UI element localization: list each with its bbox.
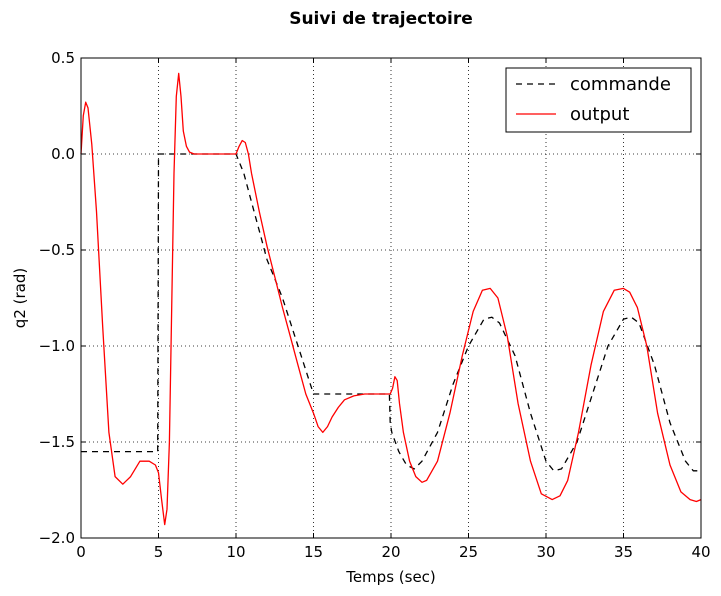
x-axis-label: Temps (sec): [345, 568, 436, 586]
x-tick-label: 20: [381, 543, 400, 561]
x-tick-label: 10: [226, 543, 245, 561]
x-tick-label: 40: [691, 543, 710, 561]
x-tick-label: 0: [76, 543, 86, 561]
y-tick-label: −1.5: [39, 433, 75, 451]
y-tick-label: 0.0: [51, 145, 75, 163]
y-tick-label: −0.5: [39, 241, 75, 259]
series-line-output: [80, 72, 702, 526]
y-tick-label: −2.0: [39, 529, 75, 547]
x-tick-label: 15: [304, 543, 323, 561]
y-tick-label: −1.0: [39, 337, 75, 355]
y-axis-label: q2 (rad): [11, 268, 29, 328]
axis-ticks: [80, 57, 702, 539]
legend-box: [505, 67, 692, 133]
series-layer: [80, 72, 702, 526]
chart-title: Suivi de trajectoire: [289, 9, 473, 29]
legend: commande output: [505, 67, 692, 133]
x-tick-label: 30: [536, 543, 555, 561]
y-tick-label: 0.5: [51, 49, 75, 67]
x-tick-label: 25: [459, 543, 478, 561]
grid-lines: [81, 58, 701, 538]
series-line-commande: [81, 153, 701, 472]
legend-label-commande: commande: [570, 74, 671, 95]
tick-labels: 0 5 10 15 20 25 30 35 40 0.5 0.0 −0.5 −1.0 −1.5 −2.0: [39, 49, 711, 561]
legend-label-output: output: [570, 104, 629, 125]
x-tick-label: 5: [154, 543, 164, 561]
x-tick-label: 35: [614, 543, 633, 561]
